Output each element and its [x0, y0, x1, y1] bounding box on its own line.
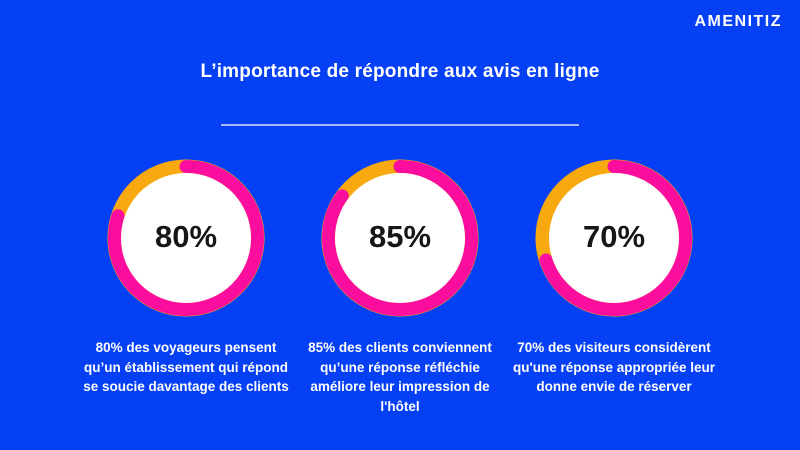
donut-svg: [321, 159, 479, 317]
amenitiz-logo: AMENITIZ: [694, 13, 782, 30]
caption-line: 70% des visiteurs considèrent: [517, 340, 711, 355]
donut-svg: [535, 159, 693, 317]
donut-inner-circle: [121, 173, 251, 303]
caption-line: l'hôtel: [380, 398, 420, 414]
title-divider: [221, 124, 579, 126]
donut-svg: [107, 159, 265, 317]
caption-line: qu’une réponse réfléchie: [320, 359, 480, 375]
donut-inner-circle: [335, 173, 465, 303]
stat-column-70: 70% 70% des visiteurs considèrent qu'une…: [507, 159, 721, 416]
donut-value-arc: [536, 160, 692, 316]
caption-line: qu'une réponse appropriée leur: [513, 359, 715, 375]
percent-label: 70%: [582, 219, 646, 254]
stats-row: 80% 80% des voyageurs pensent qu’un étab…: [0, 159, 800, 416]
stat-caption: 70% des visiteurs considèrent qu'une rép…: [513, 338, 715, 397]
caption-line: 85% des clients conviennent: [308, 340, 492, 355]
stat-caption: 80% des voyageurs pensent qu’un établiss…: [83, 338, 289, 397]
donut-chart-85: 85%: [321, 159, 479, 317]
donut-chart-80: 80%: [107, 159, 265, 317]
stat-column-85: 85% 85% des clients conviennent qu’une r…: [293, 159, 507, 416]
percent-label: 85%: [368, 219, 432, 254]
donut-value-arc: [108, 160, 264, 316]
donut-inner-circle: [549, 173, 679, 303]
stat-column-80: 80% 80% des voyageurs pensent qu’un étab…: [79, 159, 293, 416]
caption-line: se soucie davantage des clients: [83, 379, 289, 394]
caption-line: donne envie de réserver: [536, 379, 692, 394]
caption-line: 80% des voyageurs pensent: [95, 340, 277, 355]
caption-line: améliore leur impression de: [310, 379, 490, 394]
page-title: L’importance de répondre aux avis en lig…: [200, 61, 600, 82]
donut-chart-70: 70%: [535, 159, 693, 317]
caption-line: qu’un établissement qui répond: [83, 359, 289, 375]
stat-caption: 85% des clients conviennent qu’une répon…: [308, 338, 492, 416]
donut-value-arc: [322, 160, 478, 316]
percent-label: 80%: [154, 219, 218, 254]
